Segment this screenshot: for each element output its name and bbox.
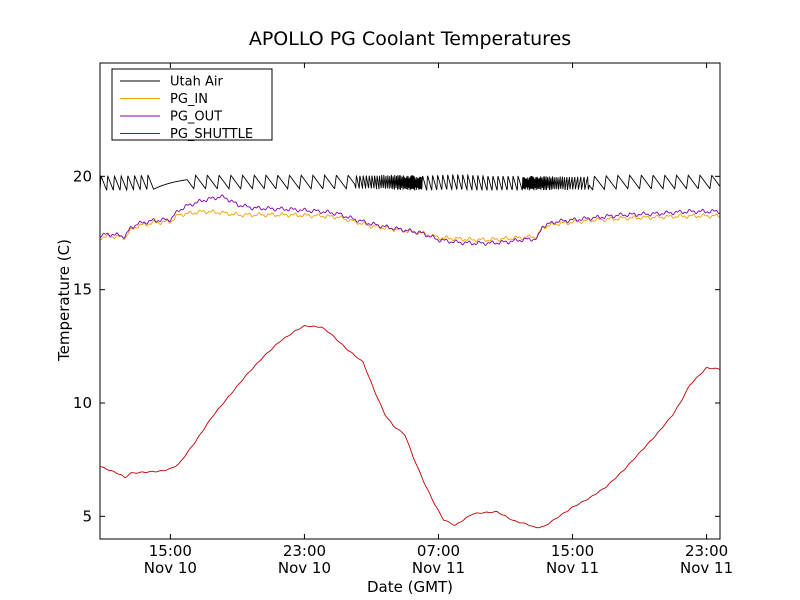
- x-tick-label-time: 15:00: [551, 542, 594, 560]
- legend-label: Utah Air: [170, 75, 223, 90]
- plot-area-frame: [99, 62, 721, 540]
- x-tick-label-date: Nov 11: [412, 559, 465, 577]
- y-tick-label: 20: [73, 167, 92, 185]
- series-line-pg-shuttle: [99, 325, 721, 529]
- y-axis: 5 10 15 20: [73, 167, 720, 525]
- series-line-pg-out: [99, 194, 721, 246]
- legend-label: PG_SHUTTLE: [170, 127, 253, 142]
- y-tick-label: 5: [82, 507, 92, 525]
- series-line-pg-in: [99, 209, 721, 243]
- x-tick-label-date: Nov 11: [680, 559, 733, 577]
- x-tick-label-date: Nov 10: [278, 559, 331, 577]
- legend-label: PG_IN: [170, 92, 208, 107]
- x-tick-label-time: 23:00: [283, 542, 326, 560]
- y-tick-label: 10: [73, 394, 92, 412]
- series-line-utah-air: [99, 173, 721, 192]
- x-tick-label-date: Nov 11: [546, 559, 599, 577]
- chart-title: APOLLO PG Coolant Temperatures: [249, 28, 571, 50]
- x-tick-label-time: 07:00: [417, 542, 460, 560]
- x-tick-label-time: 15:00: [149, 542, 192, 560]
- legend-label: PG_OUT: [170, 110, 222, 125]
- legend-items: Utah Air PG_IN PG_OUT PG_SHUTTLE: [120, 75, 253, 142]
- legend: Utah Air PG_IN PG_OUT PG_SHUTTLE: [111, 68, 273, 142]
- y-axis-label: Temperature (C): [55, 239, 73, 362]
- x-tick-label-date: Nov 10: [144, 559, 197, 577]
- series-layer: [99, 173, 721, 529]
- y-tick-label: 15: [73, 281, 92, 299]
- x-axis-label: Date (GMT): [367, 578, 453, 596]
- x-tick-label-time: 23:00: [685, 542, 728, 560]
